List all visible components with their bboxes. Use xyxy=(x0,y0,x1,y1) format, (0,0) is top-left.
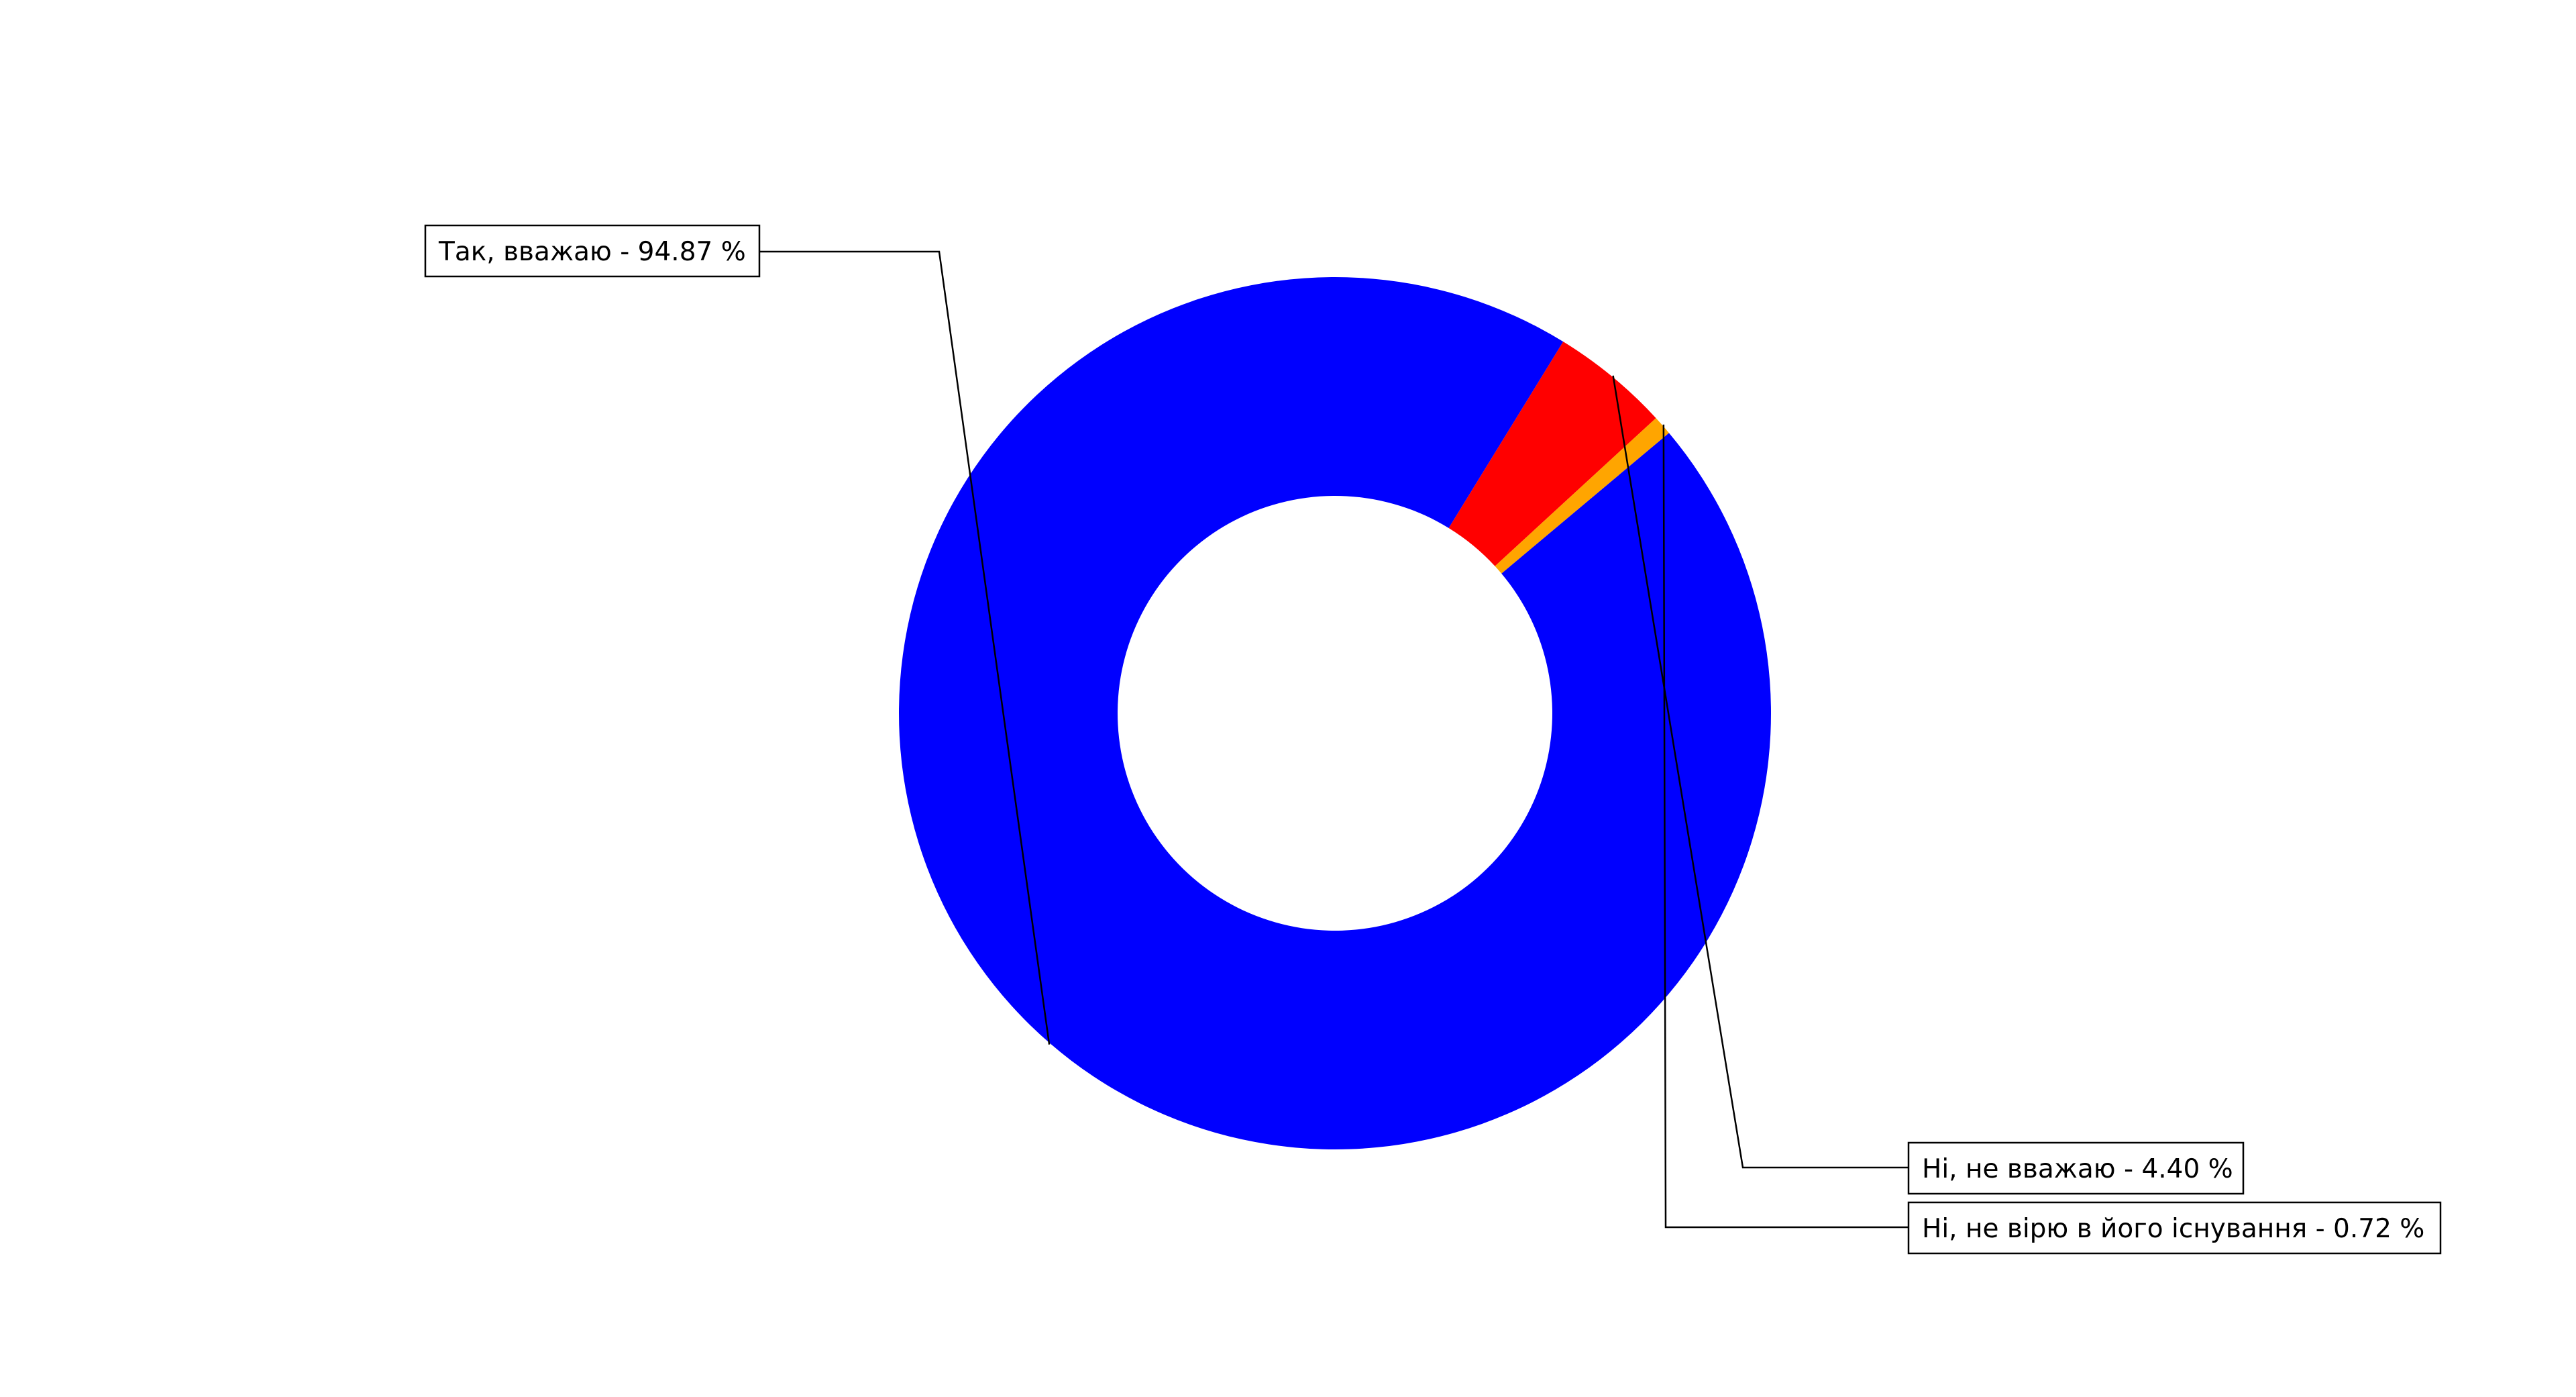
leader-line-2 xyxy=(1662,424,1909,1229)
slice-label-box-0 xyxy=(424,224,761,278)
label-leader-lines xyxy=(759,250,1909,1229)
slice-label-text-0: Так, вважаю - 94.87 % xyxy=(438,237,746,267)
donut-slice-2 xyxy=(1495,418,1669,574)
slice-label-box-2 xyxy=(1907,1201,2442,1255)
slice-label-0: Так, вважаю - 94.87 % xyxy=(424,224,761,278)
slice-label-2: Ні, не вірю в його існування - 0.72 % xyxy=(1907,1201,2442,1255)
slice-label-box-1 xyxy=(1907,1141,2245,1195)
slice-label-text-1: Ні, не вважаю - 4.40 % xyxy=(1922,1154,2233,1184)
donut-slice-0 xyxy=(899,277,1772,1150)
donut-slice-1 xyxy=(1448,342,1656,566)
donut-slices xyxy=(899,277,1772,1150)
leader-line-0 xyxy=(759,250,1051,1045)
slice-label-text-2: Ні, не вірю в його існування - 0.72 % xyxy=(1922,1214,2424,1244)
slice-label-1: Ні, не вважаю - 4.40 % xyxy=(1907,1141,2245,1195)
leader-line-1 xyxy=(1612,375,1909,1169)
slice-labels: Так, вважаю - 94.87 % Ні, не вважаю - 4.4… xyxy=(424,224,2442,1255)
